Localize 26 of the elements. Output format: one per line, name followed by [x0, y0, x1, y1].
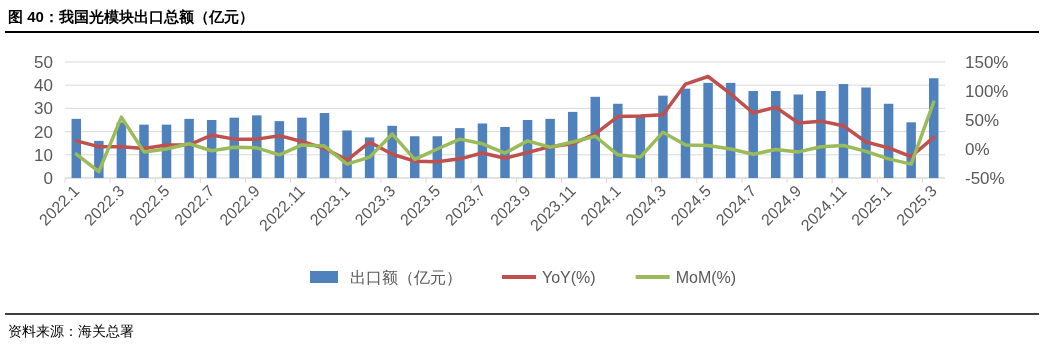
bar: [545, 118, 555, 178]
y-tick-label: 30: [34, 99, 53, 119]
bar: [861, 87, 871, 178]
y2-tick-label: -50%: [965, 169, 1005, 188]
y-tick-label: 10: [34, 145, 53, 165]
bar: [771, 91, 781, 178]
bar: [816, 91, 826, 178]
chart-title: 图 40：我国光模块出口总额（亿元）: [8, 8, 254, 25]
y2-tick-label: 0%: [965, 140, 990, 159]
bar: [748, 91, 758, 178]
y-tick-label: 50: [34, 53, 53, 72]
legend-label: YoY(%): [542, 269, 596, 286]
bar: [229, 117, 239, 178]
legend-label: 出口额（亿元）: [350, 269, 462, 286]
y-tick-label: 0: [43, 169, 53, 188]
text: 资料来源：海关总署: [8, 323, 134, 339]
bar: [184, 118, 194, 178]
legend-label: MoM(%): [675, 269, 737, 286]
y2-tick-label: 50%: [965, 111, 1000, 130]
y-tick-label: 40: [34, 76, 53, 96]
y2-tick-label: 100%: [965, 82, 1009, 101]
y2-tick-label: 150%: [965, 53, 1009, 72]
line-series: [74, 100, 936, 174]
y-tick-label: 20: [34, 122, 53, 142]
bar: [680, 88, 691, 178]
bar: [703, 82, 713, 178]
